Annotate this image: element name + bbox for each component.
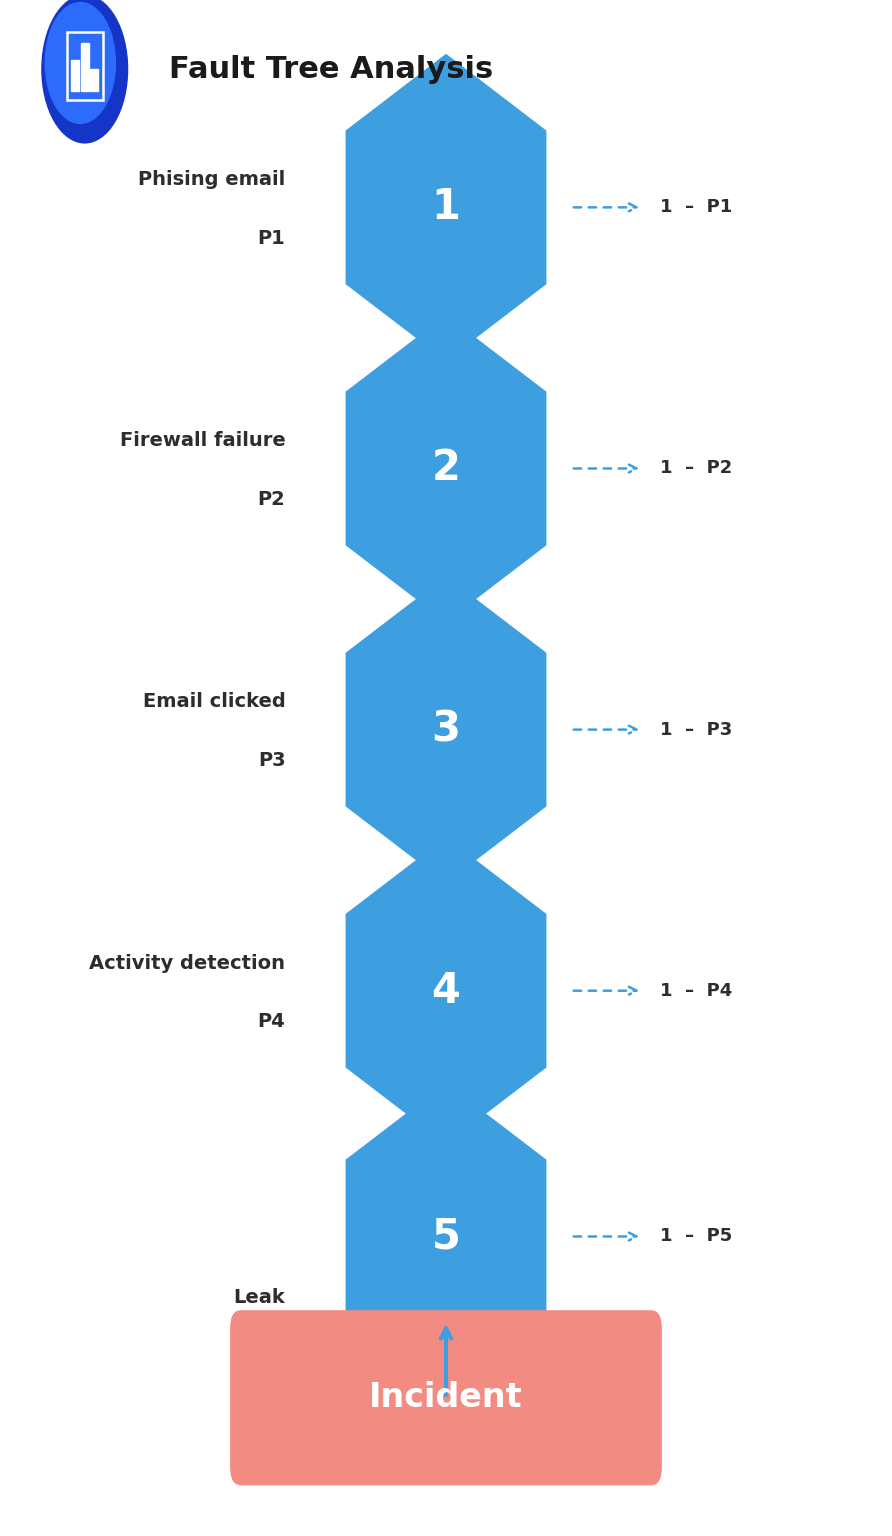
FancyBboxPatch shape bbox=[90, 69, 98, 91]
FancyBboxPatch shape bbox=[81, 43, 88, 91]
Text: 1  –  P2: 1 – P2 bbox=[660, 459, 732, 478]
Text: 1  –  P1: 1 – P1 bbox=[660, 198, 732, 217]
FancyBboxPatch shape bbox=[230, 1310, 662, 1485]
Polygon shape bbox=[345, 576, 547, 883]
Polygon shape bbox=[345, 837, 547, 1144]
Text: Fault Tree Analysis: Fault Tree Analysis bbox=[169, 55, 494, 83]
Text: Activity detection: Activity detection bbox=[89, 954, 285, 972]
Text: 1  –  P4: 1 – P4 bbox=[660, 982, 732, 1000]
Text: 1  –  P3: 1 – P3 bbox=[660, 720, 732, 739]
Text: P1: P1 bbox=[258, 229, 285, 247]
Text: Email clicked: Email clicked bbox=[143, 693, 285, 711]
Text: Phising email: Phising email bbox=[138, 170, 285, 189]
Polygon shape bbox=[345, 54, 547, 361]
Text: 4: 4 bbox=[432, 969, 460, 1012]
Text: 3: 3 bbox=[432, 708, 460, 751]
Text: 1: 1 bbox=[432, 186, 460, 229]
Text: 2: 2 bbox=[432, 447, 460, 490]
Text: 1  –  P5: 1 – P5 bbox=[660, 1227, 732, 1246]
Text: Firewall failure: Firewall failure bbox=[120, 432, 285, 450]
Circle shape bbox=[45, 3, 115, 123]
Text: P5: P5 bbox=[258, 1335, 285, 1353]
Text: P3: P3 bbox=[258, 751, 285, 770]
Text: Incident: Incident bbox=[369, 1381, 523, 1415]
Text: P4: P4 bbox=[258, 1012, 285, 1031]
Text: Leak: Leak bbox=[234, 1289, 285, 1307]
Circle shape bbox=[42, 0, 128, 143]
FancyBboxPatch shape bbox=[71, 60, 79, 91]
Polygon shape bbox=[345, 315, 547, 622]
Text: 5: 5 bbox=[432, 1215, 460, 1258]
Text: P2: P2 bbox=[258, 490, 285, 508]
Polygon shape bbox=[345, 1083, 547, 1390]
